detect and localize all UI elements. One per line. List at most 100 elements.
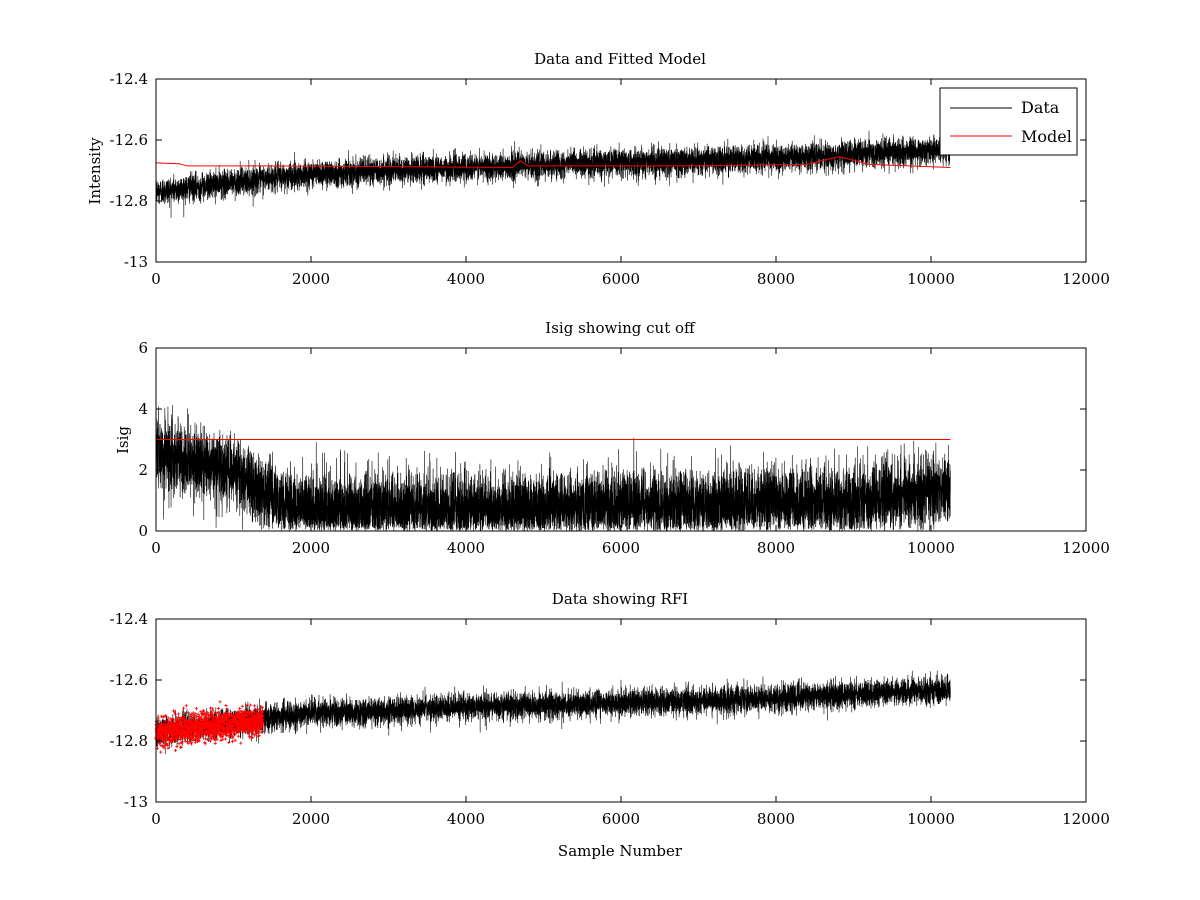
rfi-marker [188,715,192,719]
rfi-marker [215,737,219,741]
x-tick-label: 10000 [907,810,955,828]
rfi-marker [245,703,249,708]
rfi-marker [209,711,214,715]
rfi-marker [230,713,234,717]
rfi-marker [211,709,215,713]
rfi-marker [208,706,213,710]
rfi-marker [195,722,199,726]
rfi-marker [213,711,217,715]
rfi-marker [210,713,215,717]
rfi-marker [192,732,196,736]
y-tick-label: 2 [138,461,148,479]
rfi-marker [208,733,212,737]
rfi-marker [175,744,179,749]
legend: Data Model [939,87,1078,156]
rfi-marker [184,710,188,715]
rfi-marker [224,703,228,708]
rfi-marker [236,734,240,738]
rfi-marker [250,710,254,714]
y-tick-label: -12.8 [110,732,148,750]
rfi-marker [197,731,201,736]
rfi-marker [192,718,196,722]
y-tick-label: -12.8 [110,192,148,210]
rfi-marker [177,742,181,746]
x-tick-label: 0 [151,270,161,288]
rfi-marker [181,727,185,731]
rfi-marker [190,713,194,717]
rfi-marker [184,704,188,708]
rfi-marker [239,741,243,745]
rfi-marker [159,750,163,754]
rfi-marker [243,728,248,732]
rfi-marker [248,703,252,707]
rfi-marker [172,710,177,714]
x-tick-label: 4000 [447,270,485,288]
x-tick-label: 8000 [757,270,795,288]
rfi-marker [197,739,201,743]
panel-1-title: Data and Fitted Model [534,50,706,68]
rfi-marker [200,734,204,738]
y-tick-label: -12.4 [110,610,148,628]
rfi-marker [180,741,184,745]
panel-3-series-rfi [154,700,265,754]
panel-1-x-axis: 0 2000 4000 6000 8000 10000 12000 [151,79,1110,288]
rfi-marker [216,706,221,711]
rfi-marker [240,704,244,708]
rfi-marker [260,706,264,710]
panel-data-and-fitted-model: Data and Fitted Model 0 2000 4000 6000 8000 1… [86,50,1110,288]
rfi-marker [176,715,181,719]
y-tick-label: -13 [124,253,148,271]
rfi-marker [164,722,168,727]
rfi-marker [202,726,207,731]
rfi-marker [167,720,171,724]
panel-1-series-data [155,130,951,218]
rfi-marker [195,740,200,744]
rfi-marker [163,714,168,718]
legend-model-label: Model [1021,127,1072,146]
x-tick-label: 8000 [757,810,795,828]
rfi-marker [212,736,216,740]
rfi-marker [194,712,198,716]
rfi-marker [161,744,165,748]
x-tick-label: 12000 [1062,270,1110,288]
rfi-marker [230,730,234,734]
panel-isig-cut-off: Isig showing cut off 0 2000 4000 6000 8000 10… [114,319,1110,557]
rfi-marker [159,743,163,747]
y-tick-label: -12.6 [110,131,148,149]
rfi-marker [252,704,257,708]
y-tick-label: -12.6 [110,671,148,689]
rfi-marker [205,737,210,741]
x-tick-label: 12000 [1062,810,1110,828]
rfi-marker [231,724,235,729]
panel-3-series-data [155,670,951,755]
rfi-marker [202,710,206,714]
y-tick-label: 6 [138,339,148,357]
rfi-marker [177,737,181,741]
rfi-marker [206,716,211,720]
panel-3-y-axis: -13 -12.8 -12.6 -12.4 [110,610,1086,811]
rfi-marker [225,733,229,737]
rfi-marker [207,714,211,718]
rfi-marker [218,700,222,704]
rfi-marker [163,743,167,748]
rfi-marker [233,738,237,742]
panel-1-y-axis: -13 -12.8 -12.6 -12.4 [110,70,1086,271]
rfi-marker [199,709,203,714]
x-tick-label: 2000 [292,539,330,557]
rfi-marker [173,712,177,716]
x-tick-label: 0 [151,810,161,828]
y-tick-label: -13 [124,793,148,811]
rfi-marker [219,738,223,743]
y-tick-label: -12.4 [110,70,148,88]
rfi-marker [163,719,167,724]
rfi-marker [253,733,257,737]
rfi-marker [177,712,181,716]
x-tick-label: 10000 [907,270,955,288]
rfi-marker [247,732,251,736]
rfi-marker [173,739,177,743]
panel-2-x-axis: 0 2000 4000 6000 8000 10000 12000 [151,348,1110,557]
panel-2-plot-area [155,405,951,531]
x-tick-label: 0 [151,539,161,557]
x-tick-label: 10000 [907,539,955,557]
rfi-marker [261,721,265,726]
